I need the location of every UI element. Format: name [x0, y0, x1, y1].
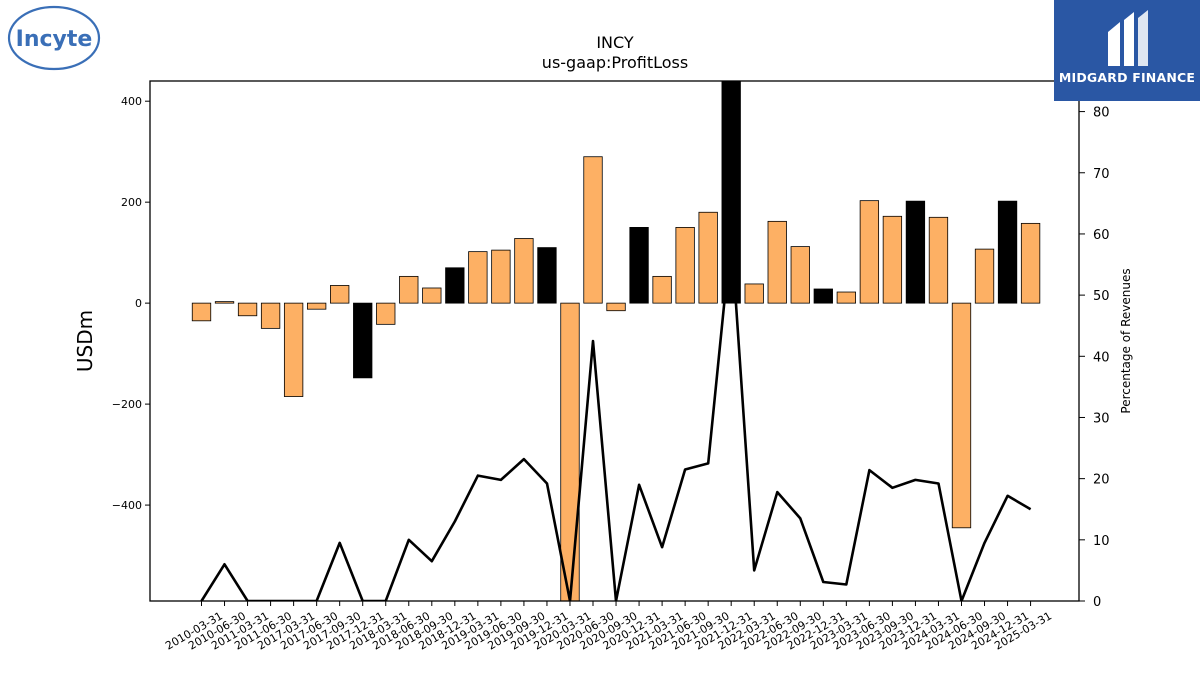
bar: [721, 81, 741, 304]
bar: [491, 249, 511, 304]
bar: [606, 302, 626, 312]
bar: [859, 200, 880, 304]
y2-tick-label: 80: [1093, 106, 1110, 121]
y-tick-label: −200: [112, 398, 142, 411]
bar: [997, 200, 1018, 304]
y-tick-label: 0: [135, 297, 142, 310]
midgard-monogram-icon: [1108, 10, 1148, 66]
bar: [675, 227, 695, 304]
incyte-logo-text: Incyte: [16, 27, 93, 52]
chart-subtitle: us-gaap:ProfitLoss: [542, 53, 688, 72]
bar: [698, 211, 718, 304]
y-tick-label: 200: [121, 196, 142, 209]
y2-axis-label: Percentage of Revenues: [1119, 268, 1133, 413]
y2-tick-label: 10: [1093, 534, 1110, 549]
bar: [376, 302, 396, 325]
bar: [560, 302, 580, 601]
bar: [445, 267, 465, 304]
bar: [905, 200, 926, 304]
bar: [537, 247, 557, 304]
chart-title: INCY: [596, 33, 634, 52]
bar: [652, 275, 672, 304]
y-tick-label: −400: [112, 499, 142, 512]
bar: [1020, 222, 1041, 304]
bar: [330, 285, 350, 304]
bar: [629, 227, 649, 304]
y2-tick-label: 40: [1093, 350, 1110, 365]
y2-tick-label: 30: [1093, 411, 1110, 426]
bar: [767, 220, 787, 304]
percentage-line: [200, 232, 1032, 601]
bar: [836, 291, 856, 304]
bar: [468, 251, 488, 304]
midgard-finance-logo: MIDGARD FINANCE: [1054, 0, 1200, 101]
bar: [260, 302, 281, 329]
bar: [399, 275, 419, 304]
bar: [882, 215, 903, 304]
bar: [306, 302, 327, 310]
plot-frame: [149, 80, 1080, 602]
incyte-logo: Incyte: [6, 5, 102, 71]
bar: [790, 246, 810, 304]
y2-tick-label: 60: [1093, 228, 1110, 243]
y2-tick-label: 70: [1093, 167, 1110, 182]
bar: [951, 302, 972, 529]
bar: [813, 288, 833, 304]
y-axis-label: USDm: [73, 310, 97, 372]
bar: [191, 302, 212, 322]
y2-tick-label: 20: [1093, 473, 1110, 488]
midgard-finance-logo-text: MIDGARD FINANCE: [1058, 70, 1196, 85]
bar: [514, 238, 534, 304]
bar: [353, 302, 373, 379]
y2-tick-label: 50: [1093, 289, 1110, 304]
bar: [283, 302, 304, 397]
bar: [237, 302, 258, 317]
bar: [744, 283, 764, 304]
bar: [422, 287, 442, 304]
y2-tick-label: 0: [1093, 595, 1101, 610]
bar: [974, 248, 995, 304]
y-tick-label: 400: [121, 95, 142, 108]
bar: [928, 216, 949, 304]
bar: [583, 156, 603, 304]
bar: [214, 301, 235, 304]
